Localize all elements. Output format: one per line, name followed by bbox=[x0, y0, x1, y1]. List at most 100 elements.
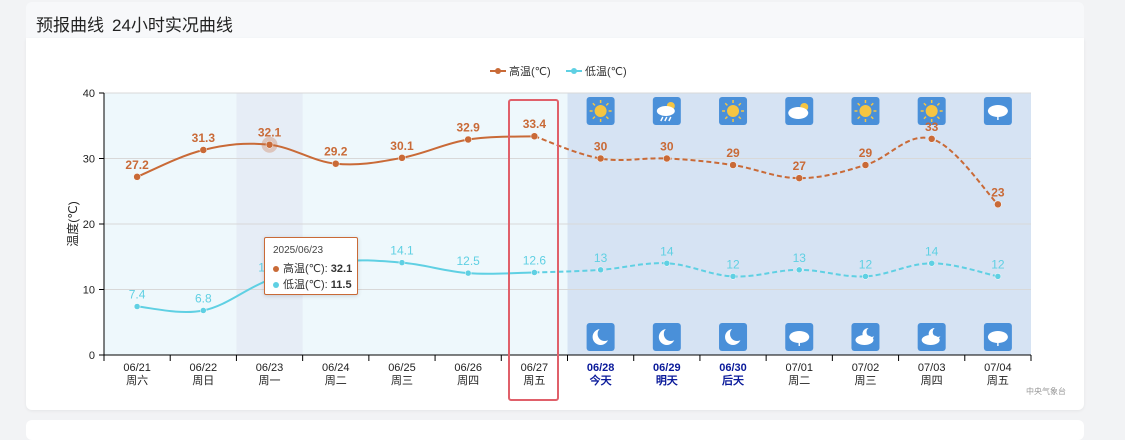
data-label: 27 bbox=[793, 159, 807, 173]
data-label: 13 bbox=[793, 251, 807, 265]
data-point bbox=[398, 259, 406, 266]
tooltip-low-label: 低温(℃): bbox=[283, 279, 331, 291]
x-tick-date: 07/01 bbox=[785, 362, 813, 374]
data-label: 30 bbox=[594, 140, 608, 154]
y-tick-label: 0 bbox=[89, 350, 95, 362]
cloud bbox=[987, 331, 1008, 343]
sun-disc bbox=[859, 105, 872, 117]
cloud bbox=[789, 331, 810, 343]
tooltip-low-dot bbox=[273, 282, 279, 289]
night-weather-clear-night-icon bbox=[719, 323, 748, 351]
x-tick-weekday: 周四 bbox=[457, 374, 479, 387]
x-tick-date: 07/04 bbox=[984, 362, 1012, 374]
data-label: 14.1 bbox=[390, 244, 414, 258]
x-tick-date: 07/02 bbox=[852, 362, 880, 374]
x-tick-date: 06/25 bbox=[388, 362, 416, 374]
tooltip-high-label: 高温(℃): bbox=[283, 263, 331, 275]
data-point bbox=[531, 269, 538, 276]
sun-ray bbox=[724, 116, 728, 120]
data-label: 29 bbox=[859, 146, 873, 160]
series-line-1-forecast bbox=[534, 262, 999, 278]
data-point bbox=[729, 273, 737, 280]
sun-ray bbox=[592, 102, 596, 106]
x-tick-weekday: 周五 bbox=[987, 374, 1009, 387]
x-tick-date: 06/28 bbox=[587, 362, 615, 374]
tooltip-low-row: 低温(℃): 11.5 bbox=[273, 276, 352, 292]
data-label: 12.6 bbox=[523, 253, 547, 267]
x-tick-weekday: 周四 bbox=[921, 374, 943, 387]
sun-ray bbox=[592, 116, 596, 120]
data-label: 32.1 bbox=[258, 126, 282, 140]
data-label: 14 bbox=[925, 244, 939, 258]
legend-swatch-dot bbox=[571, 68, 577, 74]
tooltip-date: 2025/06/23 bbox=[273, 245, 324, 256]
rain-drop bbox=[668, 116, 672, 122]
y-tick-label: 30 bbox=[83, 154, 95, 166]
x-tick-weekday: 周日 bbox=[192, 374, 214, 387]
sun-ray bbox=[923, 102, 927, 106]
sun-ray bbox=[923, 116, 927, 120]
data-label: 29 bbox=[726, 146, 740, 160]
chart-tooltip: 2025/06/23 高温(℃): 32.1 低温(℃): 11.5 bbox=[264, 237, 358, 295]
legend-label: 低温(℃) bbox=[585, 65, 627, 78]
data-label: 31.3 bbox=[192, 131, 216, 145]
data-point bbox=[927, 135, 936, 143]
data-label: 32.9 bbox=[456, 121, 480, 135]
y-tick-label: 20 bbox=[83, 219, 95, 231]
day-weather-sunny-icon bbox=[917, 97, 946, 125]
x-tick-weekday: 今天 bbox=[589, 373, 613, 387]
cloud bbox=[987, 105, 1008, 117]
data-label: 30.1 bbox=[390, 139, 414, 153]
data-label: 33.4 bbox=[523, 117, 547, 131]
day-weather-overcast-icon bbox=[983, 97, 1012, 125]
data-point bbox=[663, 154, 671, 163]
data-label: 12 bbox=[991, 257, 1005, 271]
sun-ray bbox=[738, 116, 742, 120]
day-weather-cloudy-icon bbox=[785, 97, 814, 125]
y-tick-label: 40 bbox=[83, 88, 95, 100]
cloud bbox=[921, 335, 940, 345]
sun-ray bbox=[857, 102, 861, 106]
sun-ray bbox=[738, 102, 742, 106]
cloud bbox=[855, 335, 874, 345]
night-weather-clear-night-icon bbox=[586, 323, 615, 351]
tab-24h-observed-curve[interactable]: 24小时实况曲线 bbox=[112, 16, 233, 35]
data-label: 12 bbox=[726, 257, 740, 271]
x-tick-date: 06/29 bbox=[653, 362, 681, 374]
data-label: 23 bbox=[991, 185, 1005, 199]
moon-shadow bbox=[730, 327, 745, 341]
moon-shadow bbox=[663, 327, 678, 341]
source-credit: 中央气象台 bbox=[1026, 387, 1066, 396]
x-tick-weekday: 后天 bbox=[722, 373, 745, 387]
cloud bbox=[656, 106, 675, 116]
data-point bbox=[861, 161, 870, 169]
data-point bbox=[928, 260, 935, 267]
data-point bbox=[795, 174, 803, 182]
sun-ray bbox=[857, 116, 861, 120]
y-axis-label: 温度(℃) bbox=[65, 201, 80, 246]
data-point bbox=[596, 154, 605, 163]
data-point bbox=[133, 303, 141, 310]
data-point bbox=[133, 173, 141, 181]
data-label: 27.2 bbox=[125, 158, 149, 172]
x-tick-date: 06/22 bbox=[190, 362, 218, 374]
sun-ray bbox=[870, 116, 874, 120]
data-point bbox=[199, 146, 208, 154]
data-label: 29.2 bbox=[324, 145, 348, 159]
moon-shadow bbox=[932, 327, 943, 337]
data-label: 33 bbox=[925, 120, 939, 134]
night-weather-overcast-night-icon bbox=[983, 323, 1012, 351]
tooltip-high-value: 32.1 bbox=[330, 263, 353, 275]
sun-ray bbox=[724, 102, 728, 106]
data-point bbox=[265, 140, 274, 149]
sun-ray bbox=[605, 116, 609, 120]
data-label: 12 bbox=[859, 257, 873, 271]
data-point bbox=[729, 161, 737, 169]
data-label: 13 bbox=[594, 251, 608, 265]
data-point bbox=[398, 154, 406, 162]
day-weather-sunny-icon bbox=[851, 97, 880, 125]
data-point bbox=[663, 260, 671, 267]
data-point bbox=[464, 135, 472, 144]
sun-ray bbox=[605, 102, 609, 106]
